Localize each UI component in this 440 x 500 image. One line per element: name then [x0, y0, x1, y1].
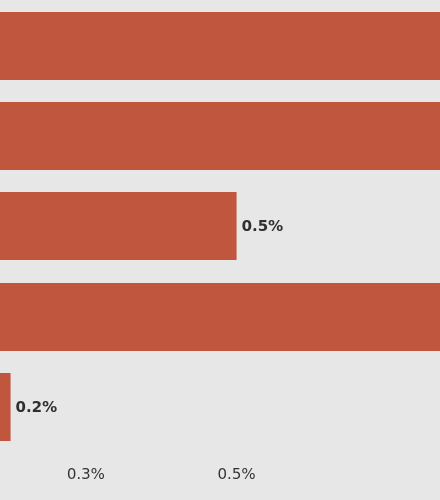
x-tick-label-2: 0.5%: [218, 465, 256, 483]
x-tick-label-1: 0.3%: [67, 465, 105, 483]
bar-3: [0, 192, 237, 260]
data-label-5: 0.2%: [16, 398, 58, 416]
data-label-3: 0.5%: [242, 217, 284, 235]
bar-4: [0, 283, 440, 351]
bar-1: [0, 12, 440, 80]
bar-2: [0, 102, 440, 170]
bar-5: [0, 373, 11, 441]
